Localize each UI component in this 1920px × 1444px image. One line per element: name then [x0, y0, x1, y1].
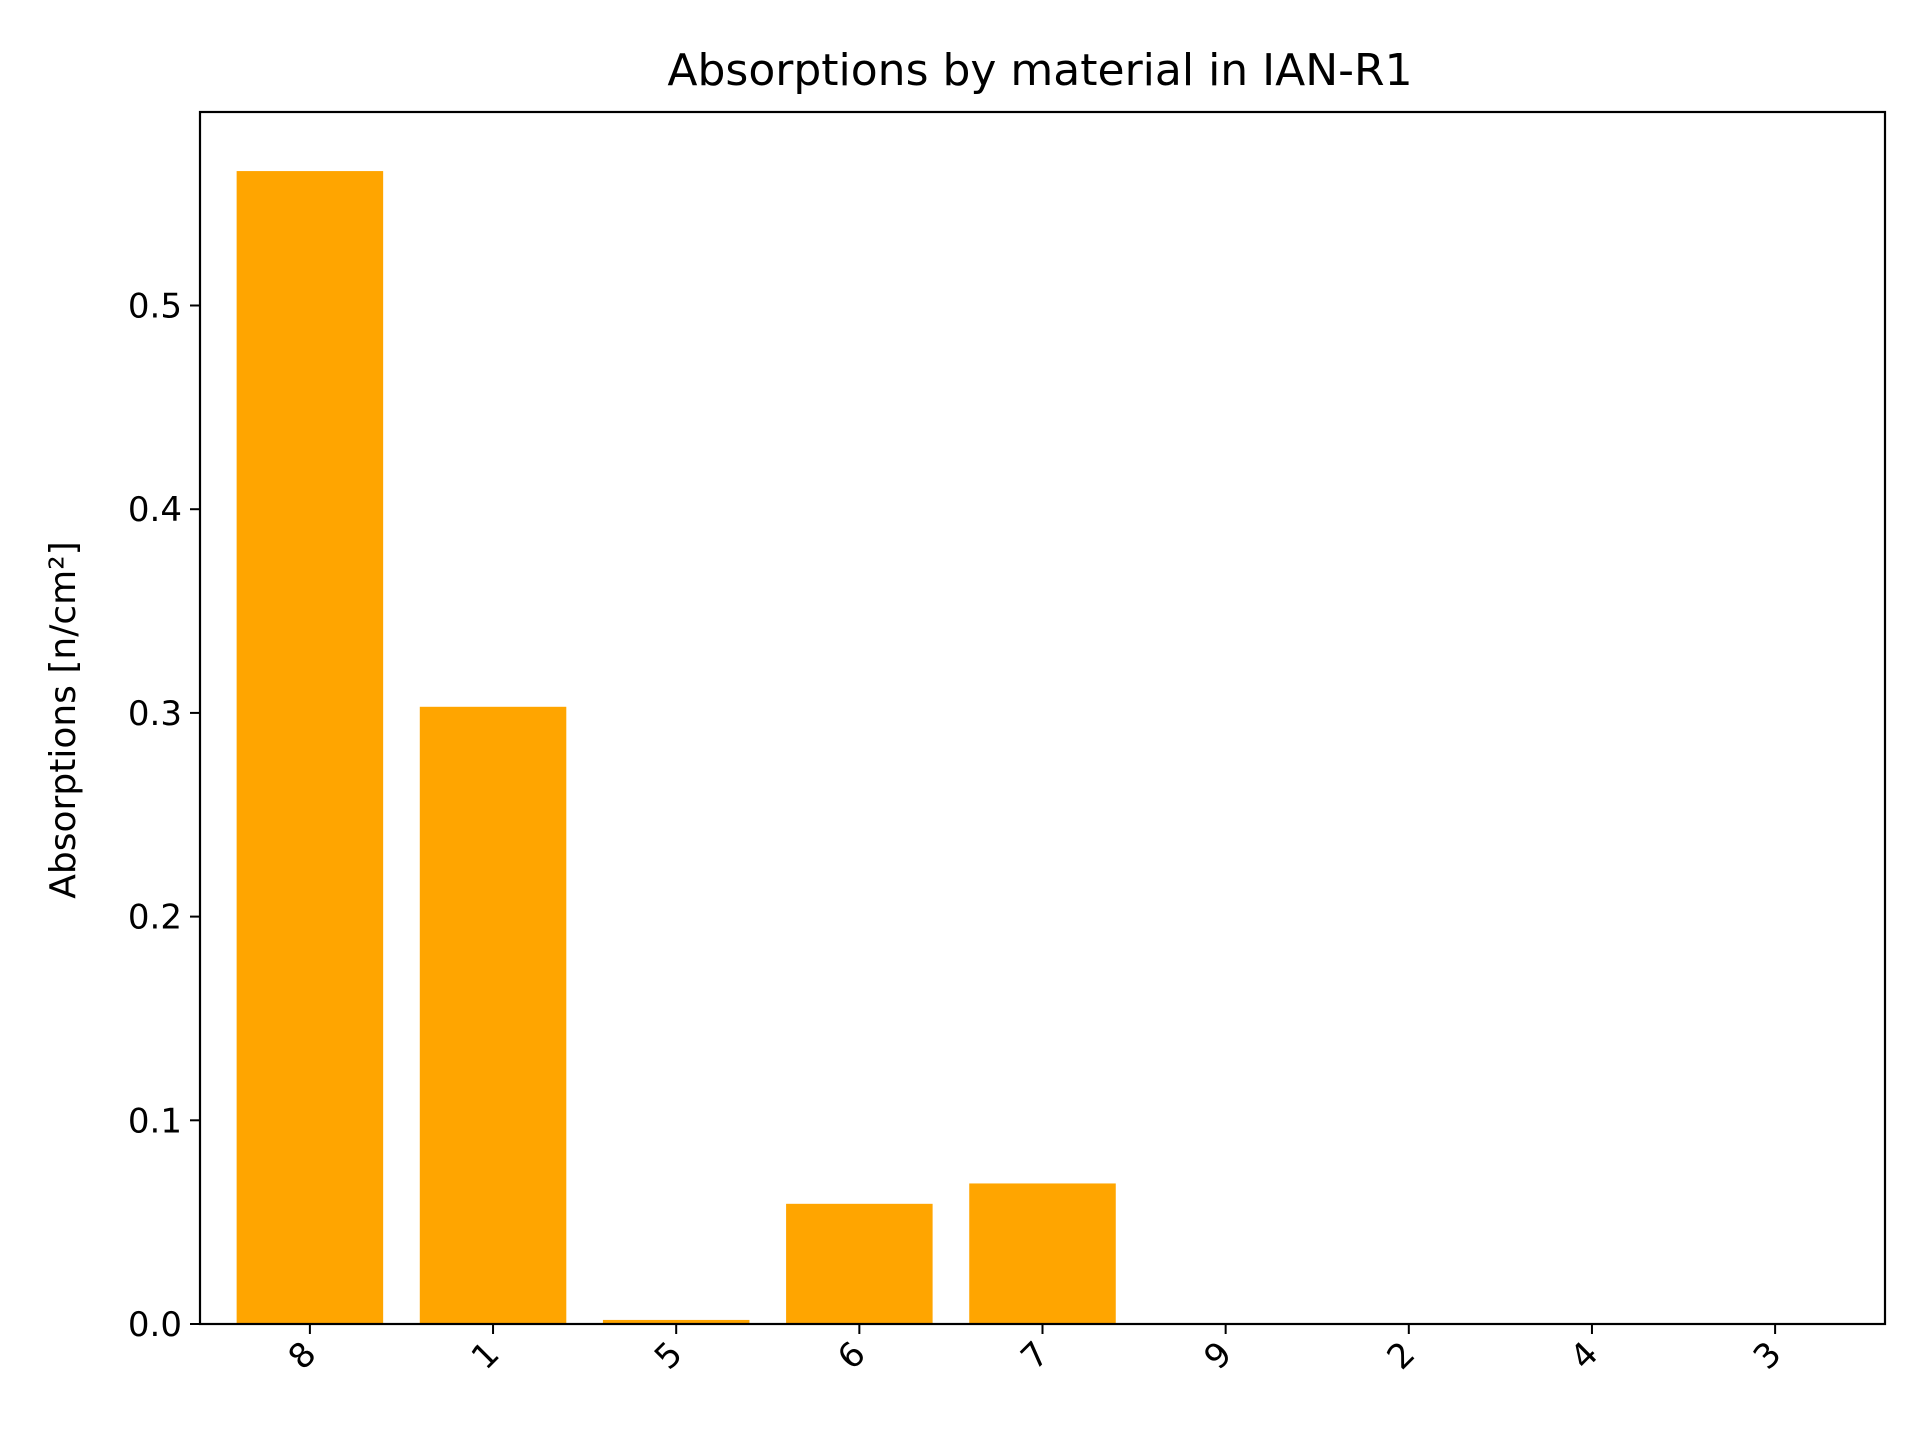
bar-5: [602, 1319, 750, 1324]
bar-6: [786, 1203, 933, 1324]
bar-8: [236, 171, 384, 1324]
y-tick-label: 0.0: [128, 1305, 182, 1345]
y-tick-label: 0.1: [128, 1101, 182, 1141]
y-tick-label: 0.4: [128, 490, 182, 530]
bar-7: [969, 1183, 1116, 1324]
bars-group: [236, 171, 1116, 1324]
bar-1: [419, 706, 567, 1324]
plot-area-frame: [198, 110, 1887, 1326]
y-tick-label: 0.2: [128, 898, 182, 938]
y-tick-label: 0.3: [128, 694, 182, 734]
y-ticks-group: 0.0 0.1 0.2 0.3 0.4 0.5: [128, 287, 200, 1345]
y-axis-label: Absorptions [n/cm²]: [43, 541, 84, 898]
y-tick-label: 0.5: [128, 287, 182, 327]
chart-title: Absorptions by material in IAN-R1: [667, 45, 1412, 96]
